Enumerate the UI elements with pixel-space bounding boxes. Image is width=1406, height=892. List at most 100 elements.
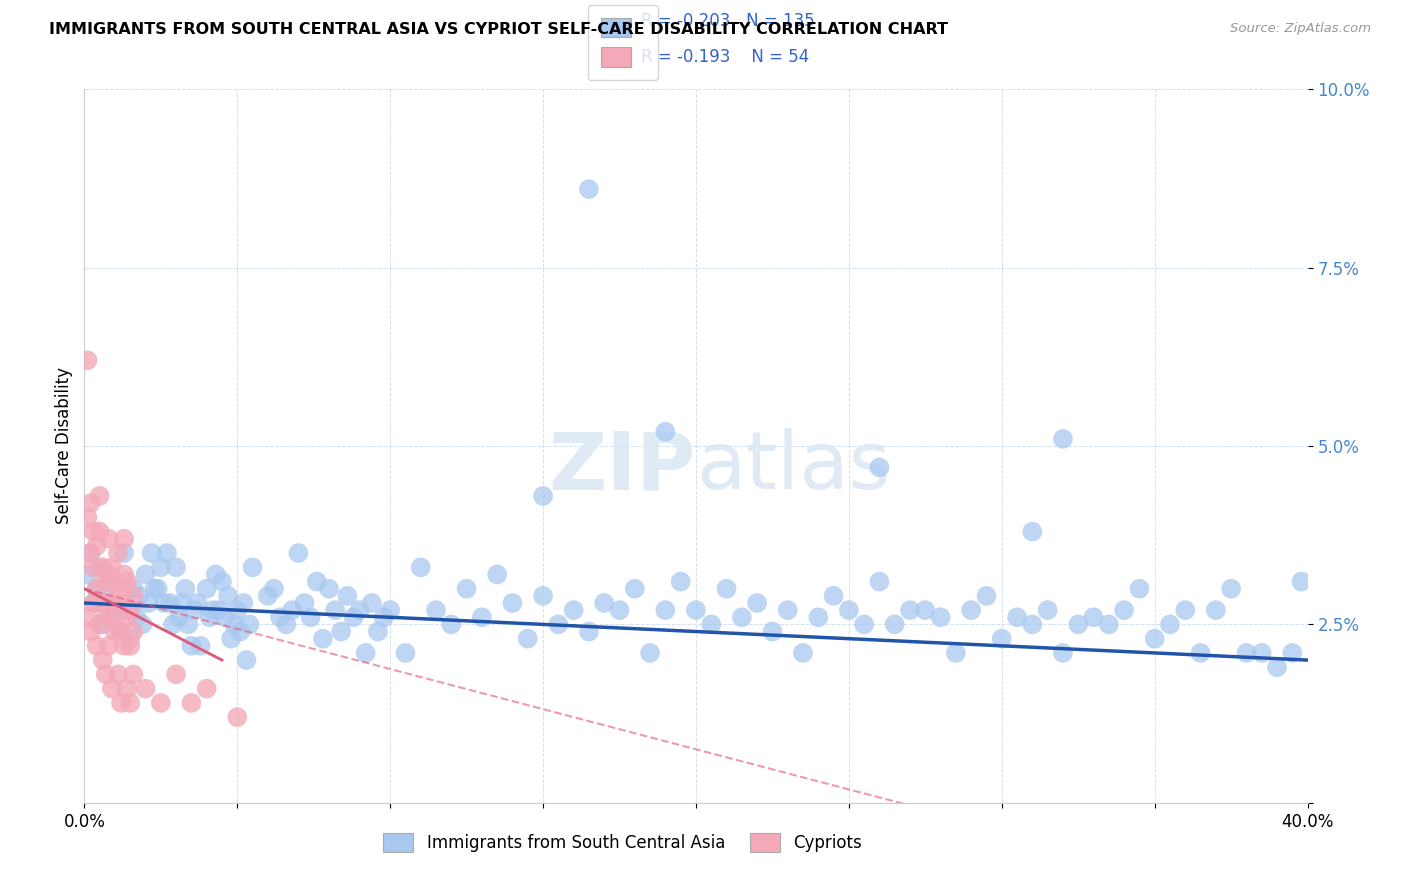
Point — [883, 617, 905, 632]
Point — [305, 574, 328, 589]
Point — [257, 589, 280, 603]
Point — [122, 667, 145, 681]
Point — [83, 596, 105, 610]
Point — [86, 539, 108, 553]
Point — [354, 646, 377, 660]
Point — [122, 582, 145, 596]
Point — [486, 567, 509, 582]
Point — [110, 624, 132, 639]
Point — [107, 582, 129, 596]
Point — [86, 582, 108, 596]
Point — [89, 489, 111, 503]
Point — [991, 632, 1014, 646]
Point — [76, 510, 98, 524]
Point — [186, 596, 208, 610]
Point — [373, 610, 395, 624]
Point — [190, 639, 212, 653]
Point — [976, 589, 998, 603]
Point — [299, 610, 322, 624]
Point — [94, 589, 117, 603]
Point — [226, 603, 249, 617]
Y-axis label: Self-Care Disability: Self-Care Disability — [55, 368, 73, 524]
Point — [180, 696, 202, 710]
Point — [547, 617, 569, 632]
Point — [869, 460, 891, 475]
Point — [394, 646, 416, 660]
Point — [1143, 632, 1166, 646]
Point — [624, 582, 647, 596]
Point — [120, 639, 142, 653]
Point — [1052, 432, 1074, 446]
Text: R = -0.193    N = 54: R = -0.193 N = 54 — [641, 48, 810, 66]
Point — [183, 603, 205, 617]
Point — [654, 603, 676, 617]
Point — [1021, 524, 1043, 539]
Point — [208, 603, 231, 617]
Point — [914, 603, 936, 617]
Point — [120, 696, 142, 710]
Point — [1189, 646, 1212, 660]
Point — [776, 603, 799, 617]
Point — [122, 589, 145, 603]
Point — [89, 560, 111, 574]
Point — [761, 624, 783, 639]
Point — [143, 582, 166, 596]
Point — [101, 681, 124, 696]
Point — [112, 639, 135, 653]
Point — [232, 596, 254, 610]
Point — [180, 639, 202, 653]
Point — [79, 546, 101, 560]
Point — [101, 596, 124, 610]
Point — [91, 596, 114, 610]
Point — [330, 624, 353, 639]
Point — [898, 603, 921, 617]
Point — [138, 596, 160, 610]
Point — [269, 610, 291, 624]
Point — [101, 610, 124, 624]
Point — [562, 603, 585, 617]
Point — [165, 560, 187, 574]
Point — [1114, 603, 1136, 617]
Text: atlas: atlas — [696, 428, 890, 507]
Point — [578, 624, 600, 639]
Point — [83, 596, 105, 610]
Point — [1220, 582, 1243, 596]
Point — [97, 532, 120, 546]
Point — [409, 560, 432, 574]
Point — [1174, 603, 1197, 617]
Point — [91, 560, 114, 574]
Point — [146, 582, 169, 596]
Point — [94, 610, 117, 624]
Point — [107, 546, 129, 560]
Point — [115, 603, 138, 617]
Point — [76, 353, 98, 368]
Point — [823, 589, 845, 603]
Point — [167, 610, 190, 624]
Point — [336, 589, 359, 603]
Point — [929, 610, 952, 624]
Point — [217, 589, 239, 603]
Point — [198, 610, 221, 624]
Point — [104, 624, 127, 639]
Point — [1036, 603, 1059, 617]
Point — [107, 667, 129, 681]
Text: IMMIGRANTS FROM SOUTH CENTRAL ASIA VS CYPRIOT SELF-CARE DISABILITY CORRELATION C: IMMIGRANTS FROM SOUTH CENTRAL ASIA VS CY… — [49, 22, 948, 37]
Point — [97, 567, 120, 582]
Point — [792, 646, 814, 660]
Point — [360, 596, 382, 610]
Point — [172, 596, 194, 610]
Point — [104, 610, 127, 624]
Point — [1005, 610, 1028, 624]
Point — [1021, 617, 1043, 632]
Point — [263, 582, 285, 596]
Point — [654, 425, 676, 439]
Point — [214, 610, 236, 624]
Point — [115, 610, 138, 624]
Text: Source: ZipAtlas.com: Source: ZipAtlas.com — [1230, 22, 1371, 36]
Point — [440, 617, 463, 632]
Point — [83, 560, 105, 574]
Point — [122, 624, 145, 639]
Point — [120, 632, 142, 646]
Point — [638, 646, 661, 660]
Point — [110, 589, 132, 603]
